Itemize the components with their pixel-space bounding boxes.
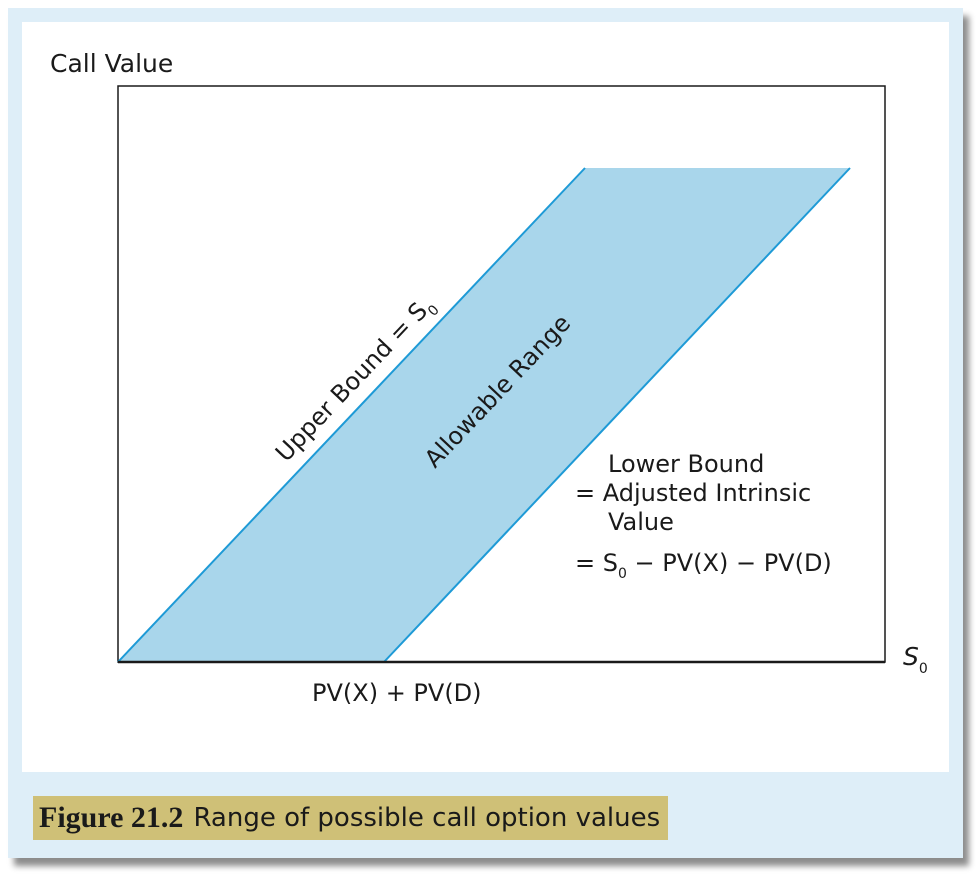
lower-bound-line xyxy=(383,167,851,663)
figure-number: Figure 21.2 xyxy=(39,801,184,834)
figure-title: Range of possible call option values xyxy=(193,803,661,833)
x-axis-label: S0 xyxy=(903,642,928,677)
svg-text:Value: Value xyxy=(608,508,674,536)
figure-caption: Figure 21.2 Range of possible call optio… xyxy=(33,796,669,840)
x-intercept-label: PV(X) + PV(D) xyxy=(312,679,482,707)
svg-text:= Adjusted Intrinsic: = Adjusted Intrinsic xyxy=(575,479,811,507)
svg-text:Lower Bound: Lower Bound xyxy=(608,450,764,478)
svg-text:= S0 − PV(X) − PV(D): = S0 − PV(X) − PV(D) xyxy=(575,549,832,582)
allowable-range-band xyxy=(118,168,850,662)
upper-bound-line xyxy=(117,167,586,663)
lower-bound-label: Lower Bound = Adjusted Intrinsic Value =… xyxy=(575,450,832,582)
y-axis-label: Call Value xyxy=(50,49,173,78)
